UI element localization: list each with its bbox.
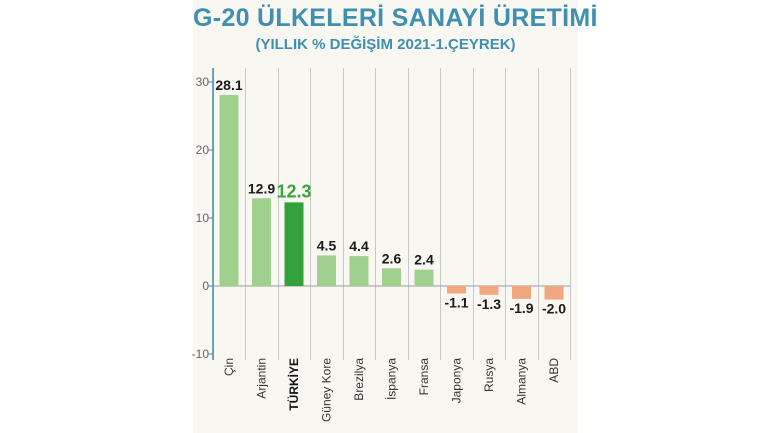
bar-value-label: -2.0 (542, 301, 566, 317)
x-tick-label: İspanya (385, 358, 399, 400)
bar-value-label: 12.3 (276, 181, 311, 201)
y-tick-label: -10 (192, 347, 210, 361)
bar-value-label: -1.3 (477, 296, 501, 312)
bar-value-label: 12.9 (248, 180, 275, 196)
bar (414, 269, 434, 286)
x-tick-label: Arjantin (255, 358, 269, 399)
x-tick-label: Rusya (482, 358, 496, 392)
chart-subtitle: (YILLIK % DEĞİŞİM 2021-1.ÇEYREK) (255, 36, 516, 53)
x-tick-label: Brezilya (352, 358, 366, 401)
bar (512, 286, 531, 299)
bar (252, 198, 271, 286)
bar-value-label: 4.4 (349, 238, 369, 254)
bar (284, 202, 304, 286)
chart-title: G-20 ÜLKELERİ SANAYİ ÜRETİMİ (193, 4, 598, 32)
bar (382, 268, 401, 286)
bar (447, 286, 466, 294)
bar-value-label: 2.4 (414, 252, 434, 268)
x-tick-label: ABD (547, 358, 561, 383)
bar (317, 255, 336, 286)
x-tick-label: Almanya (515, 358, 529, 405)
bar-value-label: 2.6 (382, 250, 402, 266)
y-tick-label: 20 (196, 143, 210, 157)
bar (544, 286, 564, 300)
x-tick-label: Fransa (417, 358, 431, 396)
bar-value-label: 4.5 (317, 237, 337, 253)
bar (479, 286, 499, 295)
bar-value-label: -1.9 (509, 300, 533, 316)
bar (219, 94, 239, 286)
x-tick-label: Güney Kore (320, 358, 334, 422)
y-tick-label: 0 (202, 279, 209, 293)
bar (349, 256, 369, 286)
y-tick-label: 30 (196, 75, 210, 89)
x-tick-label: TÜRKİYE (286, 358, 301, 411)
y-tick-label: 10 (196, 211, 210, 225)
x-tick-label: Japonya (450, 358, 464, 404)
bar-value-label: -1.1 (444, 294, 468, 310)
bar-value-label: 28.1 (215, 77, 242, 93)
x-tick-label: Çin (222, 358, 236, 376)
